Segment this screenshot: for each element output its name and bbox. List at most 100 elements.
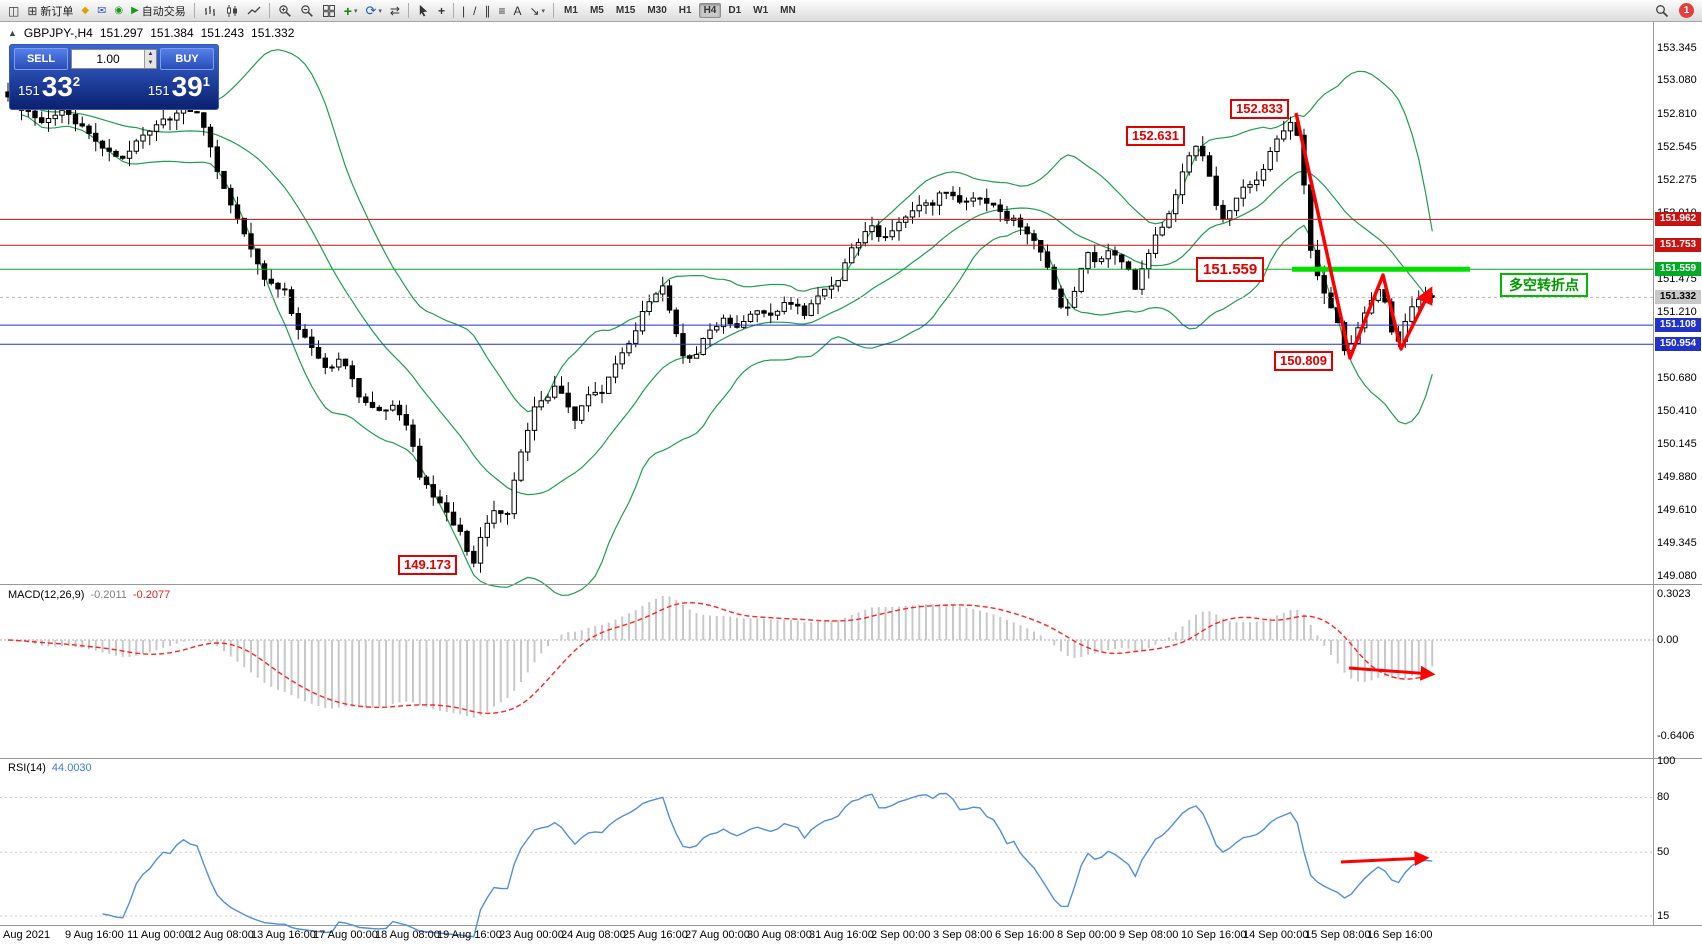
chevron-down-icon: ▾ — [378, 7, 382, 15]
alert-icon: ◆ — [81, 5, 90, 16]
bid-price: 151 33 2 — [18, 73, 80, 101]
channel-tool[interactable]: ∥ — [481, 2, 493, 20]
fibonacci-icon: ≡ — [498, 3, 506, 18]
chevron-down-icon: ▾ — [353, 7, 358, 15]
cursor-icon — [417, 4, 430, 17]
new-order-icon: ⊞ — [27, 3, 38, 18]
arrows-tool[interactable]: ↘ ▾ — [526, 2, 548, 20]
symbol-timeframe-label: GBPJPY-,H4 — [23, 26, 93, 40]
timeframe-mn[interactable]: MN — [780, 5, 796, 16]
macd-name: MACD(12,26,9) — [8, 589, 85, 601]
text-icon: A — [513, 3, 522, 18]
chart-window-icon: ◫ — [8, 3, 20, 18]
annotation-major-low[interactable]: 149.173 — [398, 555, 457, 575]
annotation-swing-high[interactable]: 152.833 — [1230, 99, 1289, 119]
crosshair-button[interactable]: + — [435, 2, 448, 20]
zoom-in-icon — [278, 4, 292, 18]
rsi-label: RSI(14) 44.0030 — [8, 762, 92, 774]
shift-icon: ⇄ — [389, 3, 400, 18]
add-indicator-button[interactable]: + ▾ — [341, 2, 361, 20]
chart-shift-button[interactable]: ⇄ — [387, 2, 403, 20]
rsi-name: RSI(14) — [8, 762, 46, 774]
fibonacci-tool[interactable]: ≡ — [495, 2, 508, 20]
sell-button[interactable]: SELL — [14, 48, 68, 70]
channel-icon: ∥ — [484, 3, 491, 18]
bid-point: 2 — [72, 74, 81, 89]
news-button[interactable]: ◉ — [111, 2, 126, 20]
chart-header: ▲ GBPJPY-,H4 151.297 151.384 151.243 151… — [8, 26, 294, 40]
ask-pips: 39 — [171, 71, 203, 102]
bid-pips: 33 — [41, 71, 73, 102]
timeframe-d1[interactable]: D1 — [728, 5, 742, 16]
zoom-in-button[interactable] — [275, 2, 295, 20]
news-icon: ◉ — [114, 5, 124, 16]
autotrading-label: 自动交易 — [141, 5, 186, 18]
volume-up-button[interactable]: ▲ — [145, 50, 156, 59]
crosshair-icon: + — [437, 3, 445, 18]
bar-chart-button[interactable] — [200, 2, 220, 20]
autotrading-button[interactable]: ▶ 自动交易 — [128, 2, 189, 20]
candlestick-icon — [225, 4, 239, 18]
timeframe-w1[interactable]: W1 — [753, 5, 769, 16]
one-click-panel-toggle[interactable]: ▲ — [8, 28, 17, 38]
high-value: 151.384 — [150, 26, 194, 40]
cursor-button[interactable] — [414, 2, 433, 20]
chevron-down-icon: ▾ — [541, 7, 546, 15]
text-tool[interactable]: A — [510, 2, 524, 20]
timeframe-m1[interactable]: M1 — [564, 5, 578, 16]
mailbox-button[interactable]: ✉ — [94, 2, 109, 20]
volume-field[interactable]: 1.00 ▲ ▼ — [71, 49, 157, 69]
toolbar-separator — [407, 3, 409, 18]
alerts-button[interactable]: ◆ — [78, 2, 92, 20]
arrow-icon: ↘ — [529, 3, 540, 18]
annotation-turning-point[interactable]: 多空转折点 — [1500, 273, 1588, 297]
toolbar-separator — [452, 3, 454, 18]
timeframe-m5[interactable]: M5 — [589, 5, 604, 16]
timeframe-m15[interactable]: M15 — [615, 5, 636, 16]
rsi-value: 44.0030 — [51, 762, 92, 774]
line-chart-button[interactable] — [244, 2, 264, 20]
one-click-trading-panel: SELL 1.00 ▲ ▼ BUY 151 33 2 151 39 1 — [9, 44, 219, 110]
trendline-tool[interactable]: / — [470, 2, 479, 20]
candlestick-chart-button[interactable] — [222, 2, 242, 20]
refresh-button[interactable]: ⟳ ▾ — [362, 2, 384, 20]
play-icon: ▶ — [131, 5, 139, 16]
timeframe-m30[interactable]: M30 — [647, 5, 667, 16]
new-order-button[interactable]: ⊞ 新订单 — [24, 2, 76, 20]
search-button[interactable] — [1652, 2, 1672, 20]
line-chart-icon — [247, 4, 261, 18]
toolbar: ◫ ⊞ 新订单 ◆ ✉ ◉ ▶ 自动交易 + ▾ ⟳ ▾ ⇄ + | / ∥ ≡ A ↘… — [0, 0, 1702, 22]
annotation-swing-low[interactable]: 150.809 — [1274, 351, 1333, 371]
annotation-pivot-level[interactable]: 151.559 — [1196, 257, 1265, 282]
macd-label: MACD(12,26,9) -0.2011 -0.2077 — [8, 589, 170, 601]
notification-badge[interactable]: 1 — [1679, 3, 1694, 18]
timeframe-h4[interactable]: H4 — [698, 3, 722, 18]
toolbar-separator — [193, 3, 195, 18]
vertical-line-tool[interactable]: | — [459, 2, 468, 20]
zoom-out-icon — [300, 4, 314, 18]
bar-chart-icon — [203, 4, 217, 18]
open-value: 151.297 — [99, 26, 144, 40]
trendline-icon: / — [473, 3, 477, 18]
chart-window-button[interactable]: ◫ — [5, 2, 22, 20]
bid-prefix: 151 — [18, 83, 40, 98]
ask-prefix: 151 — [147, 83, 170, 98]
close-value: 151.332 — [251, 26, 295, 40]
toolbar-separator — [553, 3, 555, 18]
volume-value: 1.00 — [96, 52, 120, 66]
timeframe-h1[interactable]: H1 — [678, 5, 692, 16]
ask-price: 151 39 1 — [148, 73, 210, 101]
macd-main-value: -0.2011 — [90, 589, 127, 601]
low-value: 151.243 — [200, 26, 245, 40]
search-icon — [1655, 4, 1669, 18]
annotation-secondary-high[interactable]: 152.631 — [1126, 126, 1185, 146]
buy-button[interactable]: BUY — [160, 48, 214, 70]
tile-windows-icon — [322, 4, 336, 18]
zoom-out-button[interactable] — [297, 2, 317, 20]
tile-windows-button[interactable] — [319, 2, 339, 20]
volume-down-button[interactable]: ▼ — [145, 59, 156, 68]
toolbar-separator — [268, 3, 270, 18]
vertical-line-icon: | — [461, 3, 466, 18]
